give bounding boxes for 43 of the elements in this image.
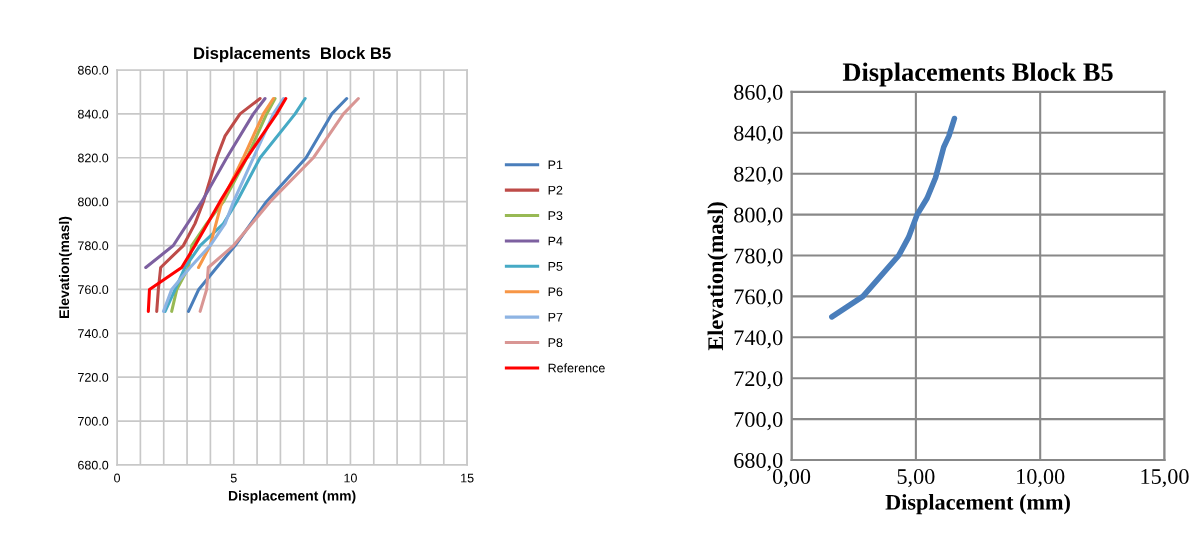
y-tick-label: 860,0 <box>734 84 783 104</box>
y-tick-label: 820,0 <box>734 166 783 185</box>
legend-label: P5 <box>548 262 563 271</box>
y-tick-label: 760.0 <box>78 285 109 295</box>
legend-label: P1 <box>548 160 563 170</box>
y-tick-label: 740,0 <box>734 330 783 349</box>
y-tick-label: 840,0 <box>734 125 783 144</box>
y-tick-label: 800,0 <box>734 207 783 226</box>
legend-label: P2 <box>548 185 563 195</box>
y-tick-label: 820.0 <box>77 153 109 163</box>
x-tick-label: 15,00 <box>1141 469 1189 488</box>
y-axis-title: Elevation(masl) <box>58 216 72 318</box>
legend-label: P4 <box>548 236 563 246</box>
x-tick-label: 10 <box>344 473 357 483</box>
y-tick-label: 800.0 <box>77 197 109 207</box>
y-tick-label: 680,0 <box>734 452 783 472</box>
legend-label: P8 <box>548 338 563 348</box>
y-tick-label: 740.0 <box>78 329 109 338</box>
y-tick-label: 720,0 <box>734 371 783 390</box>
y-tick-label: 700.0 <box>78 416 109 426</box>
legend-label: P3 <box>548 211 563 221</box>
chart-title: Displacements Block B5 <box>842 62 1113 87</box>
x-axis-title: Displacement (mm) <box>228 490 356 504</box>
x-tick-label: 5,00 <box>897 469 935 488</box>
x-axis-title: Displacement (mm) <box>885 494 1070 515</box>
x-tick-label: 10,00 <box>1017 469 1065 488</box>
y-tick-label: 680.0 <box>78 460 109 470</box>
y-tick-label: 860.0 <box>77 65 109 75</box>
x-tick-label: 0 <box>114 473 121 483</box>
chart-title: Displacements Block B5 <box>194 46 391 63</box>
y-tick-label: 780,0 <box>734 248 783 267</box>
y-tick-label: 720.0 <box>78 372 109 382</box>
x-tick-label: 15 <box>461 473 474 483</box>
x-tick-label: 0,00 <box>772 469 811 488</box>
y-axis-title: Elevation(masl) <box>707 202 728 351</box>
legend-label: P7 <box>548 312 563 322</box>
y-tick-label: 700,0 <box>734 412 783 431</box>
legend-label: Reference <box>548 363 605 373</box>
y-tick-label: 840.0 <box>77 109 109 119</box>
y-tick-label: 780.0 <box>78 241 109 251</box>
y-tick-label: 760,0 <box>734 289 783 308</box>
legend-label: P6 <box>548 287 563 297</box>
x-tick-label: 5 <box>230 473 237 483</box>
